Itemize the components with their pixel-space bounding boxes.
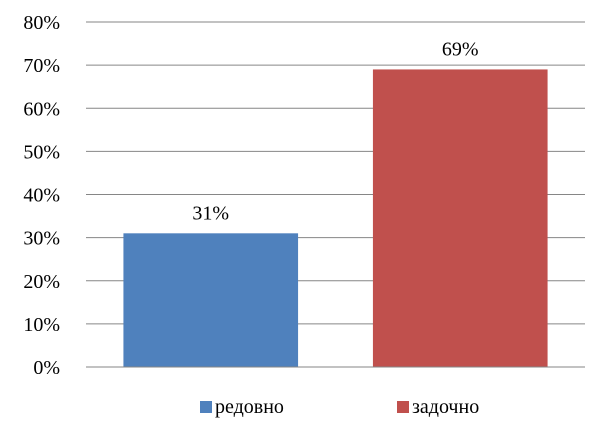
legend-swatch — [200, 401, 212, 413]
y-tick-label: 20% — [23, 271, 60, 293]
data-label: 69% — [442, 38, 479, 60]
legend: редовно задочно — [200, 396, 479, 418]
y-tick-label: 40% — [23, 185, 60, 207]
bar-1 — [123, 233, 299, 367]
y-tick-label: 80% — [23, 12, 60, 34]
bar-2 — [372, 69, 548, 367]
y-tick-label: 10% — [23, 314, 60, 336]
legend-swatch — [397, 401, 409, 413]
y-axis-tick-labels: 0% 10% 20% 30% 40% 50% 60% 70% 80% — [23, 12, 60, 379]
y-tick-label: 50% — [23, 141, 60, 163]
data-labels: 31% 69% — [192, 38, 478, 224]
legend-label: задочно — [412, 396, 479, 418]
data-label: 31% — [192, 202, 229, 224]
y-tick-label: 70% — [23, 55, 60, 77]
y-tick-label: 30% — [23, 228, 60, 250]
y-tick-label: 60% — [23, 98, 60, 120]
legend-label: редовно — [215, 396, 284, 418]
y-tick-label: 0% — [33, 357, 60, 379]
bars — [123, 69, 548, 367]
